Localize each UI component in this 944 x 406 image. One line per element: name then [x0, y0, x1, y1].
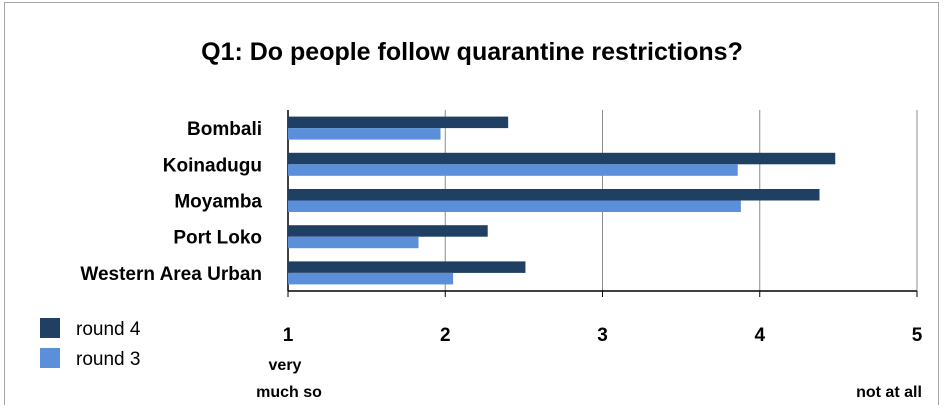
legend-swatch — [40, 348, 60, 368]
bar-round-4-koinadugu — [288, 152, 836, 165]
bar-round-4-bombali — [288, 116, 509, 129]
x-tick-label: 5 — [912, 325, 923, 346]
category-label: Bombali — [187, 119, 262, 140]
bar-round-3-port-loko — [288, 236, 419, 249]
bar-round-4-western-area-urban — [288, 261, 526, 273]
legend-swatch — [40, 318, 60, 338]
category-label: Moyamba — [174, 192, 262, 213]
bar-round-3-bombali — [288, 128, 441, 140]
category-label: Western Area Urban — [80, 264, 262, 285]
x-tick-label: 2 — [440, 325, 451, 346]
bar-round-4-port-loko — [288, 225, 488, 237]
x-tick-label: 3 — [597, 325, 608, 346]
legend-label: round 4 — [76, 319, 141, 340]
category-label: Koinadugu — [163, 155, 262, 176]
bar-round-4-moyamba — [288, 189, 820, 201]
bar-round-3-western-area-urban — [288, 272, 454, 285]
category-label: Port Loko — [173, 228, 262, 249]
x-tick-label: 4 — [754, 325, 765, 346]
x-tick-label: 1 — [283, 325, 294, 346]
bar-round-3-moyamba — [288, 200, 741, 212]
x-annotation-high: not at all — [856, 384, 922, 401]
bar-round-3-koinadugu — [288, 164, 738, 176]
chart-title: Q1: Do people follow quarantine restrict… — [201, 38, 743, 66]
x-annotation-low-1: very — [269, 357, 302, 374]
legend-label: round 3 — [76, 349, 140, 370]
x-annotation-low-2: much so — [256, 384, 322, 401]
